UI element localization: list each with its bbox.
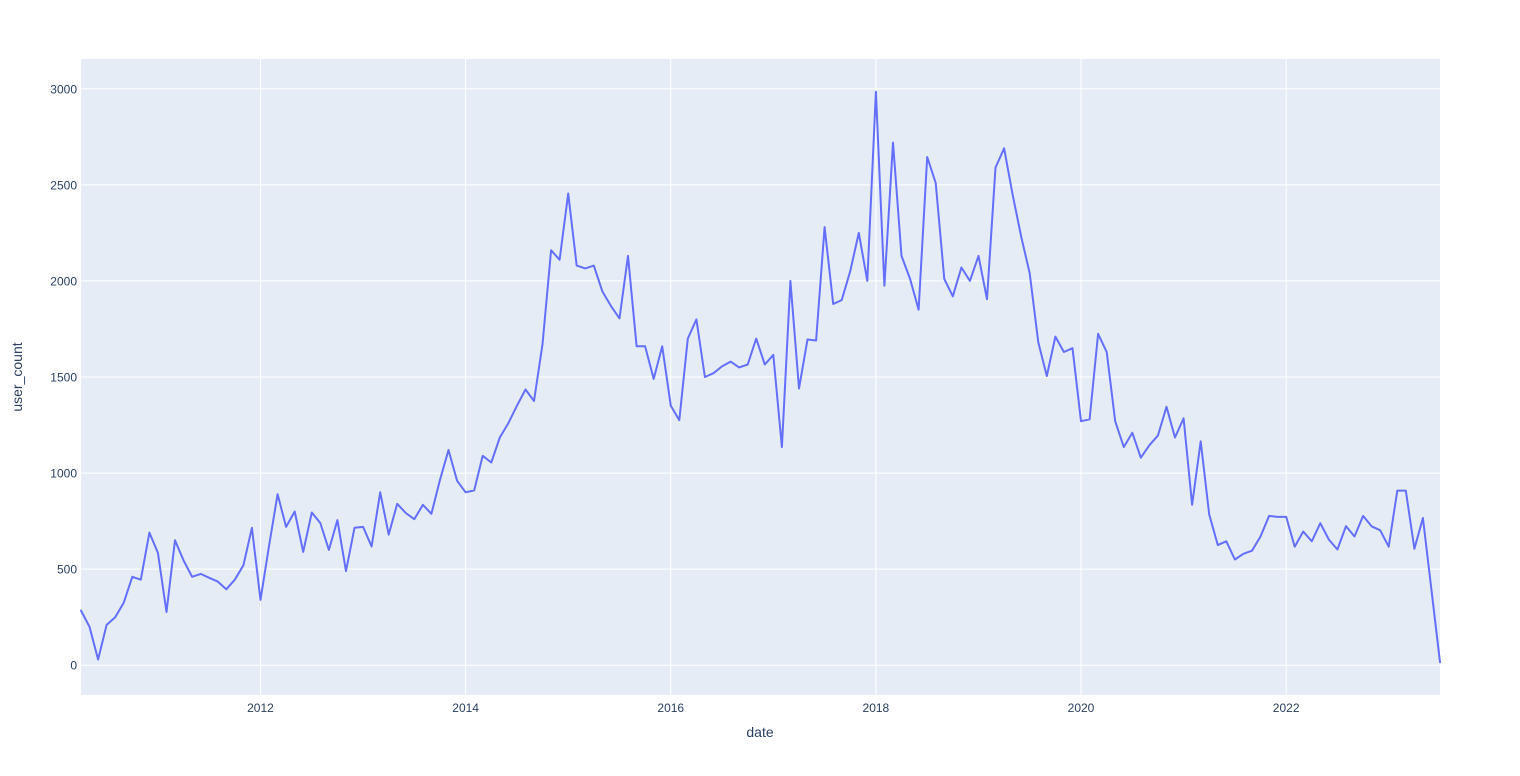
- x-tick-label: 2018: [863, 701, 890, 715]
- y-tick-label: 2500: [50, 178, 77, 192]
- y-tick-label: 1000: [50, 467, 77, 481]
- line-series: [80, 90, 1441, 664]
- y-tick-label: 1500: [50, 371, 77, 385]
- x-axis-title: date: [746, 724, 773, 740]
- y-tick-label: 0: [70, 659, 77, 673]
- x-tick-label: 2012: [247, 701, 274, 715]
- x-tick-label: 2020: [1068, 701, 1095, 715]
- y-tick-label: 3000: [50, 82, 77, 96]
- y-tick-label: 2000: [50, 274, 77, 288]
- x-tick-label: 2016: [657, 701, 684, 715]
- x-tick-label: 2022: [1273, 701, 1300, 715]
- y-axis-title: user_count: [9, 342, 25, 411]
- y-tick-label: 500: [57, 563, 77, 577]
- x-tick-label: 2014: [452, 701, 479, 715]
